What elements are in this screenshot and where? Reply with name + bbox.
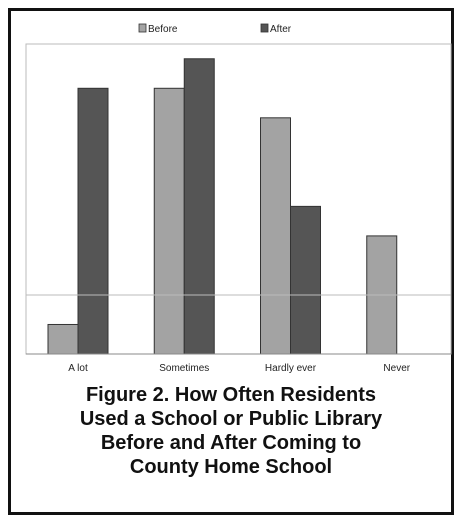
legend: Before After [138, 23, 292, 35]
bar-after-a-lot [77, 87, 109, 355]
bar-before-hardly-ever [260, 117, 291, 355]
x-tick-label: Hardly ever [265, 363, 317, 374]
x-tick-label: Sometimes [159, 363, 209, 374]
bar-before-sometimes [153, 87, 185, 355]
caption-line: County Home School [129, 456, 333, 478]
legend-label-before: Before [148, 24, 178, 35]
legend-swatch-after [260, 23, 269, 33]
bars [47, 58, 398, 355]
legend-swatch-before [138, 23, 147, 33]
caption-line: Figure 2. How Often Residents [85, 384, 377, 406]
x-tick-label: A lot [68, 363, 88, 374]
x-axis-labels: A lot Sometimes Hardly ever Never [68, 363, 410, 374]
bar-after-hardly-ever [290, 205, 321, 355]
caption-line: Before and After Coming to [100, 432, 362, 454]
legend-label-after: After [270, 24, 292, 35]
figure-caption: Figure 2. How Often Residents Used a Sch… [8, 383, 454, 479]
x-tick-label: Never [383, 363, 410, 374]
caption-line: Used a School or Public Library [79, 408, 383, 430]
bar-after-sometimes [183, 58, 215, 355]
bar-before-a-lot [47, 323, 79, 355]
